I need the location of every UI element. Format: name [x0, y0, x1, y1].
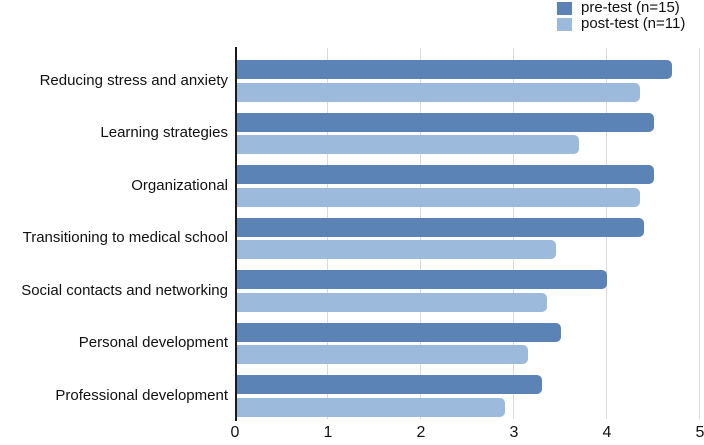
x-tick-label: 1	[323, 424, 333, 441]
category-label: Social contacts and networking	[21, 281, 228, 299]
legend-swatch-pre-test-icon	[557, 1, 572, 15]
x-tick-label: 3	[509, 424, 519, 441]
bar-post-test	[237, 135, 580, 154]
bar-pre-test	[237, 112, 654, 132]
category-label: Learning strategies	[100, 124, 228, 142]
y-axis-line	[235, 47, 237, 421]
x-tick-label: 0	[230, 424, 240, 441]
legend-label-pre-test: pre-test (n=15)	[581, 0, 680, 16]
plot-area	[235, 47, 700, 421]
chart-legend: pre-test (n=15) post-test (n=11)	[557, 0, 686, 33]
bar-pre-test	[237, 270, 607, 289]
bar-pre-test	[237, 217, 645, 237]
bar-post-test	[237, 292, 547, 312]
category-label: Reducing stress and anxiety	[39, 71, 228, 89]
category-label: Personal development	[78, 334, 228, 352]
x-tick-label: 2	[416, 424, 426, 441]
category-label: Professional development	[55, 386, 228, 404]
legend-item-pre-test: pre-test (n=15)	[557, 0, 685, 16]
x-axis-tick-labels: 0 1 2 3 4 5	[231, 423, 704, 443]
category-axis-labels: Reducing stress and anxiety Learning stra…	[0, 47, 228, 421]
gridline	[699, 48, 700, 419]
legend-label-post-test: post-test (n=11)	[581, 15, 686, 32]
legend-item-post-test: post-test (n=11)	[557, 15, 686, 32]
bar-post-test	[237, 187, 640, 207]
bar-pre-test	[237, 375, 542, 394]
legend-swatch-post-test-icon	[557, 17, 572, 31]
bar-post-test	[237, 397, 505, 417]
x-tick-label: 5	[695, 424, 704, 441]
bar-post-test	[237, 82, 640, 102]
bar-post-test	[237, 345, 528, 364]
bar-pre-test	[237, 322, 561, 342]
category-label: Organizational	[131, 176, 228, 194]
bar-pre-test	[237, 165, 654, 184]
x-tick-label: 4	[602, 424, 612, 441]
category-label: Transitioning to medical school	[22, 229, 228, 247]
bar-pre-test	[237, 60, 673, 79]
bar-post-test	[237, 240, 556, 259]
